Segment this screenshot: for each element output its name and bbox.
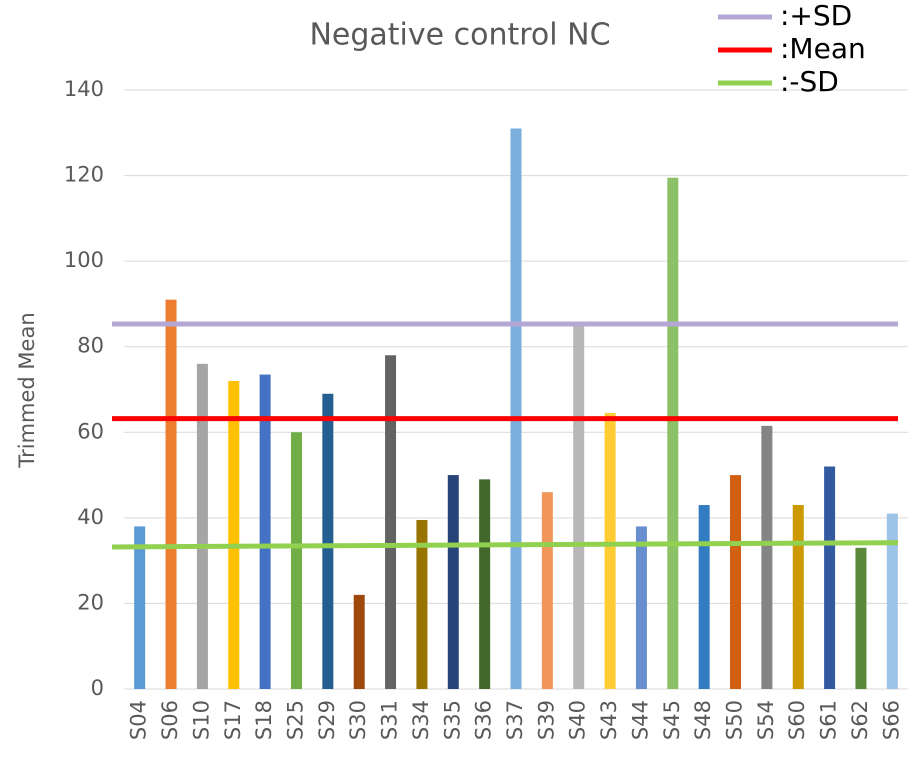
x-tick-label: S30: [346, 700, 370, 740]
x-tick-label: S45: [660, 700, 684, 740]
bar: [165, 299, 177, 689]
bar: [698, 505, 710, 689]
x-tick-label: S66: [879, 700, 903, 740]
bar: [541, 492, 553, 689]
x-tick-label: S18: [252, 700, 276, 740]
y-axis-label: Trimmed Mean: [15, 312, 39, 468]
legend-label: :-SD: [780, 65, 839, 98]
y-tick-label: 40: [77, 505, 104, 529]
x-tick-label: S35: [440, 700, 464, 740]
bar: [259, 374, 271, 689]
x-tick-label: S04: [127, 700, 151, 740]
bar: [353, 594, 365, 689]
bar: [824, 466, 836, 689]
x-tick-label: S61: [817, 700, 841, 740]
bar: [322, 393, 334, 689]
x-tick-label: S48: [691, 700, 715, 740]
x-tick-label: S06: [158, 700, 182, 740]
bar: [730, 475, 742, 689]
x-tick-label: S43: [597, 700, 621, 740]
y-tick-label: 80: [77, 334, 104, 358]
x-tick-label: S29: [315, 700, 339, 740]
bar: [761, 425, 773, 689]
bar: [573, 325, 585, 689]
y-tick-label: 0: [91, 676, 104, 700]
y-tick-label: 140: [64, 77, 104, 101]
legend-label: :Mean: [780, 32, 866, 65]
x-tick-label: S31: [378, 700, 402, 740]
bar: [792, 505, 804, 689]
x-tick-label: S39: [534, 700, 558, 740]
x-tick-label: S25: [283, 700, 307, 740]
y-tick-label: 20: [77, 590, 104, 614]
x-tick-label: S50: [723, 700, 747, 740]
bar: [416, 519, 428, 689]
bar: [855, 547, 867, 689]
x-tick-label: S36: [472, 700, 496, 740]
bar: [635, 526, 647, 689]
x-tick-label: S10: [189, 700, 213, 740]
legend-label: :+SD: [780, 0, 852, 32]
bar: [385, 355, 397, 689]
y-tick-label: 100: [64, 248, 104, 272]
x-tick-label: S17: [221, 700, 245, 740]
x-tick-label: S54: [754, 700, 778, 740]
bar: [510, 128, 522, 689]
bar: [228, 380, 240, 689]
bar: [134, 526, 146, 689]
y-tick-label: 60: [77, 419, 104, 443]
x-tick-label: S44: [628, 700, 652, 740]
x-tick-label: S40: [566, 700, 590, 740]
bar: [447, 475, 459, 689]
reference-line: [111, 540, 899, 550]
bar: [886, 513, 898, 689]
bar: [196, 363, 208, 689]
bar: [604, 413, 616, 689]
bar: [667, 177, 679, 690]
x-tick-label: S34: [409, 700, 433, 740]
x-tick-label: S37: [503, 700, 527, 740]
x-tick-label: S60: [785, 700, 809, 740]
x-tick-label: S62: [848, 700, 872, 740]
bar: [290, 432, 302, 689]
chart-title: Negative control NC: [309, 18, 610, 53]
y-tick-label: 120: [64, 163, 104, 187]
bar: [479, 479, 491, 689]
